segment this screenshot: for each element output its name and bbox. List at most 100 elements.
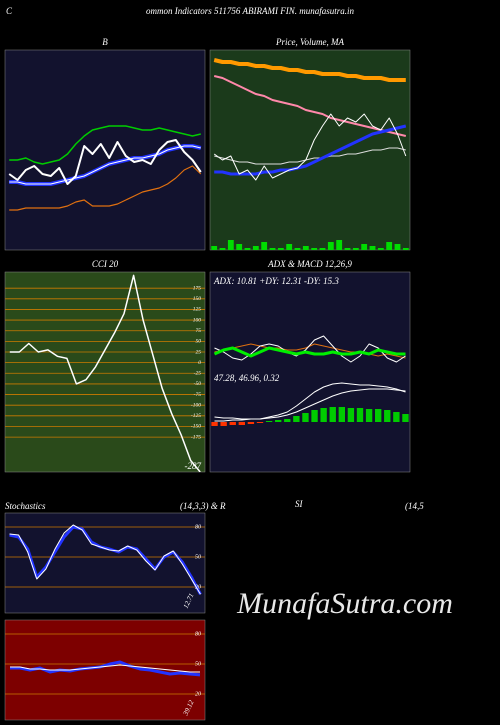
bar bbox=[336, 240, 343, 250]
panel: Price, Volume, MA bbox=[209, 37, 411, 251]
bar bbox=[236, 244, 243, 250]
bar bbox=[365, 409, 373, 422]
bar bbox=[277, 248, 284, 250]
bar bbox=[286, 244, 293, 250]
bar bbox=[294, 248, 301, 250]
line bbox=[214, 147, 406, 165]
bar bbox=[402, 414, 409, 422]
bar bbox=[219, 248, 226, 250]
data-label: 47.28, 46.96, 0.32 bbox=[214, 373, 280, 383]
bar bbox=[329, 407, 336, 422]
bar bbox=[302, 246, 309, 250]
bar bbox=[247, 422, 255, 424]
y-tick-label: 50 bbox=[195, 554, 201, 560]
plot-area bbox=[5, 524, 205, 595]
line bbox=[214, 388, 406, 420]
y-tick-label: 150 bbox=[193, 296, 202, 302]
plot-area bbox=[8, 125, 202, 211]
line bbox=[214, 335, 406, 363]
bar bbox=[211, 246, 218, 250]
y-tick-label: 100 bbox=[193, 317, 202, 323]
watermark: MunafaSutra.com bbox=[236, 587, 453, 620]
y-tick-label: 175 bbox=[193, 285, 202, 291]
bar bbox=[319, 248, 326, 250]
y-tick-label: 50 bbox=[196, 339, 202, 345]
y-tick-label: 50 bbox=[195, 661, 201, 667]
bar bbox=[244, 248, 251, 250]
y-tick-label: 80 bbox=[195, 631, 201, 637]
panel-background bbox=[209, 271, 411, 473]
chart-title: Price, Volume, MA bbox=[275, 37, 344, 47]
line bbox=[8, 139, 202, 185]
data-label: -287 bbox=[185, 461, 202, 471]
y-tick-label: 25 bbox=[196, 349, 202, 355]
line bbox=[213, 58, 406, 82]
y-tick-label: 80 bbox=[195, 524, 201, 530]
bar bbox=[361, 244, 368, 250]
chart-title: SI bbox=[295, 499, 304, 509]
y-tick-label: -175 bbox=[191, 434, 201, 440]
bar bbox=[338, 407, 345, 422]
bar bbox=[269, 248, 276, 250]
line bbox=[9, 274, 201, 472]
bar bbox=[344, 248, 351, 250]
line bbox=[214, 124, 407, 176]
bar bbox=[311, 248, 318, 250]
bar bbox=[311, 410, 318, 422]
y-tick-label: -75 bbox=[194, 392, 202, 398]
bar bbox=[252, 246, 259, 250]
bar bbox=[220, 422, 227, 426]
y-tick-label: -25 bbox=[194, 371, 202, 377]
bar bbox=[229, 422, 236, 425]
header-title: ommon Indicators 511756 ABIRAMI FIN. mun… bbox=[146, 6, 354, 16]
bar bbox=[375, 409, 382, 422]
bar bbox=[275, 420, 282, 422]
bar bbox=[377, 248, 384, 250]
line bbox=[213, 113, 407, 181]
data-label: ADX: 10.81 +DY: 12.31 -DY: 15.3 bbox=[213, 276, 339, 286]
bar bbox=[211, 422, 218, 426]
plot-area bbox=[211, 335, 409, 426]
chart-subtitle: (14,5 bbox=[405, 501, 424, 511]
panel: CCI 20 175 150 125 100 75 50 25 0 -25 -50 -75 -100 -1… bbox=[4, 259, 206, 473]
line bbox=[9, 125, 201, 165]
bar bbox=[256, 422, 264, 423]
line bbox=[9, 145, 201, 185]
bar bbox=[386, 242, 393, 250]
header-left: C bbox=[6, 6, 13, 16]
y-tick-label: 20 bbox=[195, 584, 201, 590]
bar bbox=[284, 419, 291, 422]
chart-title: ADX & MACD 12,26,9 bbox=[267, 259, 352, 269]
chart-title: B bbox=[102, 37, 108, 47]
bar bbox=[238, 422, 245, 425]
bar bbox=[394, 244, 401, 250]
panel-background bbox=[4, 512, 206, 614]
bar bbox=[293, 416, 300, 422]
line bbox=[10, 664, 200, 673]
bar bbox=[347, 408, 355, 422]
plot-area bbox=[211, 58, 409, 250]
line bbox=[213, 75, 407, 137]
y-tick-label: 75 bbox=[196, 328, 202, 334]
plot-area bbox=[5, 274, 205, 472]
y-tick-label: -100 bbox=[191, 402, 201, 408]
bar bbox=[261, 242, 268, 250]
line bbox=[213, 346, 406, 358]
line bbox=[9, 165, 202, 211]
y-tick-label: 20 bbox=[195, 691, 201, 697]
bar bbox=[369, 246, 376, 250]
panel-background bbox=[4, 271, 206, 473]
y-tick-label: 0 bbox=[198, 360, 201, 366]
bar bbox=[384, 410, 391, 422]
chart-title: Stochastics bbox=[5, 501, 46, 511]
bar bbox=[302, 413, 309, 422]
bar bbox=[320, 408, 327, 422]
y-tick-label: -125 bbox=[191, 413, 201, 419]
bar bbox=[227, 240, 234, 250]
panel: ADX & MACD 12,26,9 ADX: 10.81 +DY: 12.31 … bbox=[209, 259, 411, 473]
bar bbox=[356, 408, 364, 422]
y-tick-label: -150 bbox=[191, 424, 201, 430]
